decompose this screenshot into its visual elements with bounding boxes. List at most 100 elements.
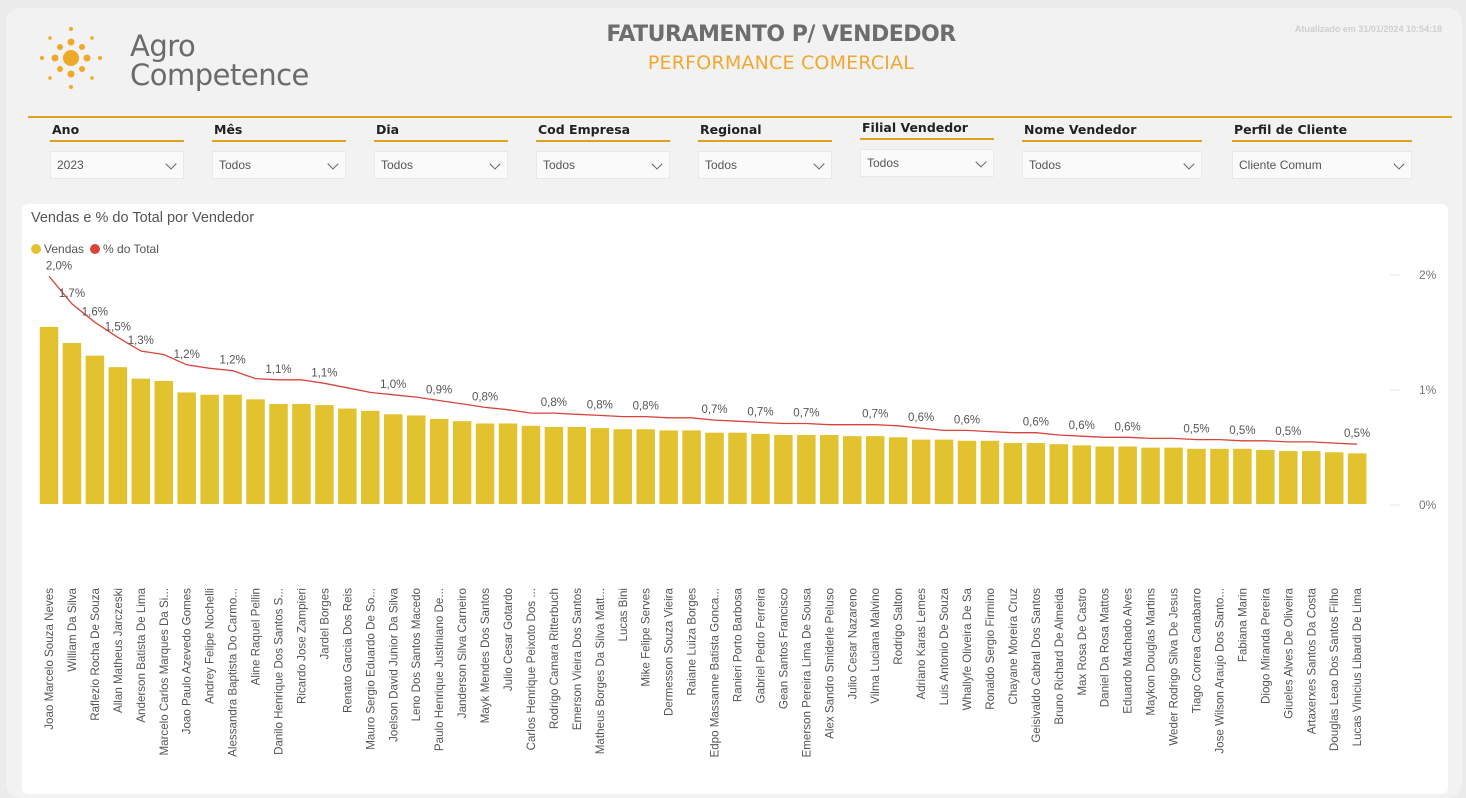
vendas-bar	[567, 426, 587, 504]
x-tick-label: Carlos Henrique Peixoto Dos ...	[525, 588, 538, 750]
x-tick-label: Julio Cesar Gotardo	[502, 588, 515, 691]
chart-legend: Vendas % do Total	[31, 242, 165, 256]
x-tick-label: Lucas Vinicius Libardi De Lima	[1351, 587, 1364, 746]
filter-value: Todos	[543, 158, 576, 172]
filter-label: Dia	[374, 122, 508, 142]
filter-perfil-cliente-dropdown[interactable]: Cliente Comum	[1232, 151, 1412, 179]
page-title: FATURAMENTO P/ VENDEDOR	[606, 22, 956, 47]
filter-value: Todos	[381, 158, 414, 172]
vendas-bar	[200, 394, 219, 504]
x-tick-label: Artaxerxes Santos Da Costa	[1305, 587, 1318, 734]
vendas-bar	[223, 394, 242, 504]
filter-label: Cod Empresa	[536, 122, 670, 142]
sun-logo-icon	[40, 27, 102, 89]
legend-label: % do Total	[103, 242, 159, 256]
vendas-bar	[498, 423, 518, 504]
pct-data-label: 0,8%	[541, 397, 567, 409]
x-tick-label: Gean Santos Francisco	[777, 588, 790, 709]
pct-data-label: 0,9%	[426, 385, 452, 397]
chevron-down-icon	[1183, 158, 1195, 170]
vendas-bar	[85, 355, 105, 504]
filter-cod-empresa-dropdown[interactable]: Todos	[536, 151, 670, 179]
x-tick-label: Lucas Bini	[617, 588, 630, 642]
vendas-bar	[1279, 451, 1298, 504]
vendas-bar	[1256, 449, 1275, 504]
chevron-down-icon	[1393, 158, 1405, 170]
filter-dia-dropdown[interactable]: Todos	[374, 151, 508, 179]
vendas-bar	[1233, 448, 1252, 504]
pct-data-label: 1,0%	[380, 379, 406, 391]
x-tick-label: William Da Silva	[66, 587, 79, 671]
x-tick-label: Julio Cesar Nazareno	[846, 588, 859, 699]
filter-label: Nome Vendedor	[1022, 122, 1202, 142]
x-tick-label: Edpo Massanne Batista Gonca...	[709, 588, 722, 758]
x-tick-label: Adriano Karas Lemes	[915, 588, 928, 700]
x-tick-label: Maykon Douglas Martins	[1145, 588, 1158, 716]
vendas-bar	[315, 405, 334, 504]
x-tick-label: Diogo Miranda Pereira	[1259, 587, 1272, 704]
vendas-bar	[406, 415, 426, 504]
filter-perfil-cliente: Perfil de Cliente Cliente Comum	[1232, 122, 1412, 179]
filter-cod-empresa: Cod Empresa Todos	[536, 122, 670, 179]
chevron-down-icon	[975, 156, 987, 168]
legend-item-vendas[interactable]: Vendas	[31, 242, 84, 256]
filter-label: Regional	[698, 122, 832, 142]
sales-chart-card: Vendas e % do Total por Vendedor Vendas …	[22, 204, 1448, 794]
filter-value: Todos	[1029, 158, 1062, 172]
vendas-bar	[1118, 446, 1137, 504]
x-tick-label: Janderson Silva Carneiro	[456, 588, 469, 718]
pct-data-label: 0,7%	[793, 408, 819, 420]
x-tick-label: Rodrigo Salton	[892, 588, 905, 665]
vendas-bar	[1187, 448, 1206, 504]
pct-data-label: 0,7%	[747, 406, 773, 418]
x-tick-label: Vilma Luciana Malvino	[869, 588, 882, 704]
pct-data-label: 0,5%	[1183, 424, 1209, 436]
vendas-bar	[1141, 447, 1160, 504]
vendas-bar	[246, 399, 265, 504]
vendas-bar	[957, 440, 977, 504]
vendas-bar	[636, 429, 655, 504]
vendas-bar	[154, 380, 173, 504]
vendas-bar	[659, 430, 678, 504]
filter-value: Todos	[219, 158, 252, 172]
x-tick-label: Matheus Borges Da Silva Matt...	[594, 588, 607, 754]
x-tick-label: Joelson David Junior Da Silva	[387, 587, 400, 742]
x-tick-label: Jardel Borges	[318, 588, 331, 660]
pct-data-label: 2,0%	[46, 260, 72, 272]
page-subtitle: PERFORMANCE COMERCIAL	[647, 52, 915, 74]
pct-data-label: 1,7%	[59, 288, 85, 300]
filter-mes-dropdown[interactable]: Todos	[212, 151, 346, 179]
vendas-bar	[728, 432, 747, 504]
chevron-down-icon	[489, 158, 501, 170]
filter-regional-dropdown[interactable]: Todos	[698, 151, 832, 179]
vendas-bar	[544, 426, 564, 504]
vendas-bar	[1302, 451, 1321, 504]
x-tick-label: Joao Paulo Azevedo Gomes	[181, 588, 194, 735]
filter-ano-dropdown[interactable]: 2023	[50, 151, 184, 179]
x-tick-label: Rodrigo Camara Ritterbuch	[548, 588, 561, 729]
filter-nome-vendedor: Nome Vendedor Todos	[1022, 122, 1202, 179]
x-tick-label: Danilo Henrique Dos Santos S...	[273, 588, 286, 755]
vendas-bar	[1324, 452, 1344, 504]
chevron-down-icon	[327, 158, 339, 170]
x-tick-label: Joao Marcelo Souza Neves	[43, 588, 56, 730]
x-tick-label: Tiago Correa Canabarro	[1191, 588, 1204, 713]
vendas-bar	[613, 429, 632, 504]
vendas-bar	[705, 432, 724, 504]
pct-data-label: 1,5%	[105, 321, 131, 333]
vendas-bar	[1072, 445, 1091, 504]
legend-dot-icon	[90, 244, 101, 254]
filter-filial-vendedor-dropdown[interactable]: Todos	[860, 149, 994, 177]
filter-dia: Dia Todos	[374, 122, 508, 179]
chevron-down-icon	[651, 158, 663, 170]
vendas-bar	[1049, 444, 1069, 504]
vendas-bar	[865, 436, 885, 504]
sales-bar-line-chart: 2% 1% 0% Joao Marcelo Souza Neves William Da…	[39, 260, 1437, 758]
vendas-bar	[1347, 453, 1367, 504]
y2-tick-label: 1%	[1419, 383, 1437, 397]
legend-item-pct-total[interactable]: % do Total	[90, 242, 159, 256]
x-tick-label: Mayk Mendes Dos Santos	[479, 588, 492, 724]
logo-line-1: Agro	[130, 29, 196, 63]
x-tick-label: Allan Matheus Jarczeski	[112, 588, 125, 713]
filter-nome-vendedor-dropdown[interactable]: Todos	[1022, 151, 1202, 179]
